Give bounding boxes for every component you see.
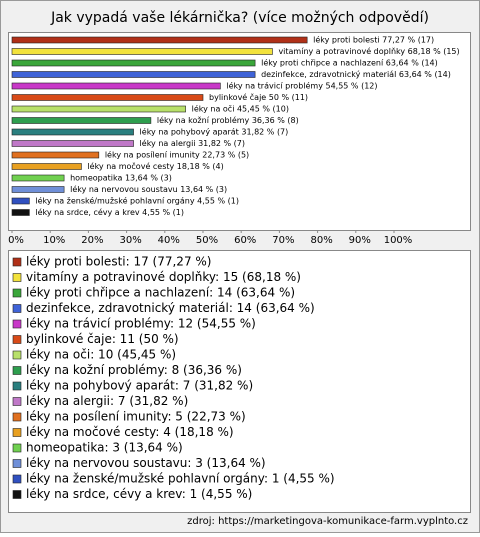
- bar-label: léky na posílení imunity 22,73 % (5): [105, 150, 249, 160]
- x-tick-label: 60%: [234, 235, 256, 246]
- x-tick-label: 90%: [349, 235, 371, 246]
- legend-label: léky na alergii: 7 (31,82 %): [26, 394, 188, 408]
- legend-label: léky na močové cesty: 4 (18,18 %): [26, 425, 234, 439]
- bar: [11, 140, 134, 147]
- bar: [11, 128, 134, 136]
- bar-label: léky na trávicí problémy 54,55 % (12): [226, 81, 377, 91]
- bar-label: léky na oči 45,45 % (10): [192, 104, 289, 114]
- legend-label: léky proti chřipce a nachlazení: 14 (63,…: [26, 286, 295, 300]
- legend-label: dezinfekce, zdravotnický materiál: 14 (6…: [26, 301, 315, 315]
- legend-label: léky na pohybový aparát: 7 (31,82 %): [26, 379, 253, 393]
- bar: [11, 105, 186, 113]
- x-tick-label: 20%: [81, 235, 103, 246]
- bar: [11, 117, 152, 124]
- legend-label: léky na kožní problémy: 8 (36,36 %): [26, 363, 242, 377]
- bar: [11, 151, 100, 159]
- legend-swatch: [12, 428, 22, 437]
- bar-label: léky na pohybový aparát 31,82 % (7): [140, 127, 289, 137]
- bar-label: léky na močové cesty 18,18 % (4): [87, 161, 223, 171]
- legend-swatch: [12, 350, 22, 360]
- bar: [11, 174, 65, 182]
- bar-label: léky proti chřipce a nachlazení 63,64 % …: [261, 58, 438, 68]
- bar: [11, 94, 204, 101]
- legend-swatch: [12, 474, 22, 484]
- legend-label: bylinkové čaje: 11 (50 %): [26, 332, 179, 346]
- legend-swatch: [12, 319, 22, 329]
- bar: [11, 197, 30, 205]
- x-tick-label: 70%: [272, 235, 294, 246]
- legend-label: léky na oči: 10 (45,45 %): [26, 348, 176, 362]
- x-tick-label: 0%: [8, 235, 24, 246]
- legend-swatch: [12, 443, 22, 453]
- legend-label: léky na posílení imunity: 5 (22,73 %): [26, 410, 246, 424]
- bar-label: dezinfekce, zdravotnický materiál 63,64 …: [261, 70, 451, 79]
- bar-label: léky na kožní problémy 36,36 % (8): [157, 115, 299, 125]
- legend-label: homeopatika: 3 (13,64 %): [26, 441, 183, 455]
- bar-label: léky na alergii 31,82 % (7): [140, 138, 245, 148]
- bar-label: vitamíny a potravinové doplňky 68,18 % (…: [278, 46, 459, 56]
- chart-title: Jak vypadá vaše lékárnička? (více možnýc…: [50, 10, 429, 26]
- bar: [11, 163, 82, 170]
- legend-swatch: [12, 288, 22, 298]
- bar: [11, 82, 221, 90]
- legend-swatch: [12, 381, 22, 391]
- bar-label: léky na nervovou soustavu 13,64 % (3): [70, 184, 227, 194]
- legend-label: léky na trávicí problémy: 12 (54,55 %): [26, 317, 256, 331]
- legend-label: léky na ženské/mužské pohlavní orgány: 1…: [26, 472, 335, 486]
- legend-swatch: [12, 335, 22, 344]
- legend-swatch: [12, 304, 22, 313]
- legend-label: léky proti bolesti: 17 (77,27 %): [26, 255, 211, 269]
- bar: [11, 59, 256, 67]
- legend-swatch: [12, 273, 22, 282]
- x-tick-label: 30%: [119, 235, 141, 246]
- legend-swatch: [12, 366, 22, 375]
- legend-label: léky na srdce, cévy a krev: 1 (4,55 %): [26, 487, 252, 501]
- legend-label: léky na nervovou soustavu: 3 (13,64 %): [26, 456, 266, 470]
- x-tick-label: 100%: [384, 235, 413, 246]
- bar: [11, 71, 256, 78]
- x-tick-label: 40%: [158, 235, 180, 246]
- x-tick-label: 10%: [43, 235, 65, 246]
- bar-label: léky na ženské/mužské pohlavní orgány 4,…: [35, 196, 239, 206]
- legend-swatch: [12, 412, 22, 422]
- legend-label: vitamíny a potravinové doplňky: 15 (68,1…: [26, 270, 301, 284]
- bar-label: bylinkové čaje 50 % (11): [209, 92, 308, 102]
- bar: [11, 36, 308, 44]
- legend-swatch: [12, 459, 22, 468]
- legend-box: [8, 250, 471, 513]
- bar-label: léky proti bolesti 77,27 % (17): [313, 35, 434, 45]
- x-tick-label: 50%: [196, 235, 218, 246]
- bar: [11, 48, 273, 55]
- bar: [11, 186, 65, 193]
- legend-swatch: [12, 397, 22, 406]
- bar-label: léky na srdce, cévy a krev 4,55 % (1): [35, 207, 184, 217]
- bar-label: homeopatika 13,64 % (3): [70, 174, 172, 183]
- legend-swatch: [12, 257, 22, 267]
- bar: [11, 209, 30, 216]
- legend-swatch: [12, 490, 22, 499]
- x-tick-label: 80%: [310, 235, 332, 246]
- source: zdroj: https://marketingova-komunikace-f…: [187, 516, 468, 527]
